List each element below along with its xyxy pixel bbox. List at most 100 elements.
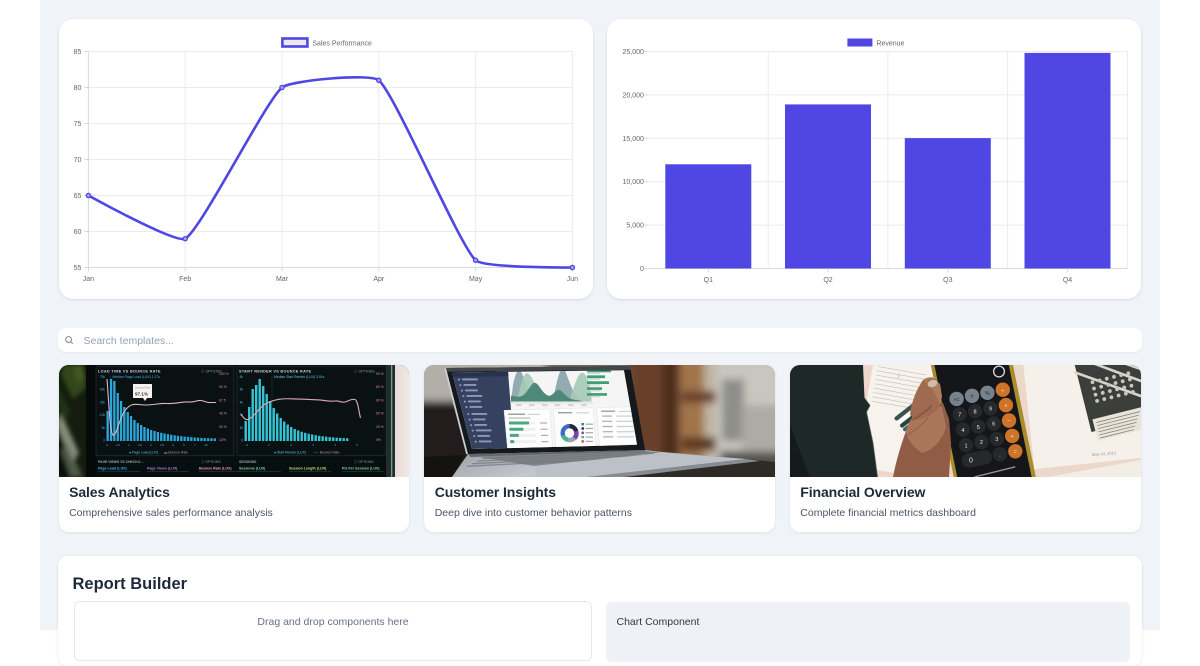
svg-text:50k: 50k <box>99 388 105 392</box>
svg-text:85: 85 <box>73 49 81 56</box>
svg-text:ⓘ OPTIONS: ⓘ OPTIONS <box>201 369 222 374</box>
svg-text:Bounce Rate (LUX): Bounce Rate (LUX) <box>199 467 232 471</box>
svg-text:100 %: 100 % <box>219 372 229 376</box>
svg-text:60 %: 60 % <box>376 399 384 403</box>
svg-text:0: 0 <box>106 443 108 447</box>
svg-text:▬ Bounce Rate: ▬ Bounce Rate <box>164 451 188 455</box>
svg-text:2k: 2k <box>239 426 243 430</box>
svg-text:Median Page Load (LUX) 1.27s: Median Page Load (LUX) 1.27s <box>112 375 160 379</box>
svg-text:Sessions (LUX): Sessions (LUX) <box>239 467 266 471</box>
svg-text:9: 9 <box>989 407 992 413</box>
svg-text:PAGE VIEWS VS CHECKO…: PAGE VIEWS VS CHECKO… <box>98 460 144 464</box>
svg-text:Sales Performance: Sales Performance <box>312 40 372 47</box>
svg-text:Q2: Q2 <box>823 277 832 284</box>
svg-text:P/s Per Session (LUX): P/s Per Session (LUX) <box>342 467 380 471</box>
svg-text:0: 0 <box>640 266 644 273</box>
svg-text:SESSIONS: SESSIONS <box>239 460 257 464</box>
svg-text:4: 4 <box>961 428 964 434</box>
svg-text:Q4: Q4 <box>1062 277 1071 284</box>
svg-text:● Start Render (LUX): ● Start Render (LUX) <box>274 451 306 455</box>
svg-text:25k: 25k <box>99 401 105 405</box>
svg-text:5,000: 5,000 <box>626 222 644 229</box>
svg-text:7: 7 <box>897 374 901 379</box>
svg-text:ⓘ OPTIONS: ⓘ OPTIONS <box>201 459 221 464</box>
svg-text:0: 0 <box>103 439 105 443</box>
svg-text:1: 1 <box>268 443 270 447</box>
svg-text:92 %: 92 % <box>219 385 227 389</box>
svg-text:2.7Mavg: 2.7Mavg <box>147 476 177 478</box>
svg-text:7: 7 <box>194 443 196 447</box>
svg-text:Feb: Feb <box>179 276 191 283</box>
svg-text:67.5: 67.5 <box>219 399 226 403</box>
svg-text:75: 75 <box>73 121 81 128</box>
svg-text:7: 7 <box>958 413 961 419</box>
svg-text:25,000: 25,000 <box>622 49 644 56</box>
svg-text:80 %: 80 % <box>376 385 384 389</box>
svg-text:Median Start Render (LUX) 3.01: Median Start Render (LUX) 3.01s <box>274 375 325 379</box>
svg-text:75k: 75k <box>99 375 105 379</box>
svg-text:START RENDER VS BOUNCE RATE: START RENDER VS BOUNCE RATE <box>239 370 311 374</box>
svg-text:÷: ÷ <box>1001 388 1004 394</box>
svg-text:5: 5 <box>977 425 980 431</box>
svg-text:3: 3 <box>172 443 174 447</box>
svg-text:×: × <box>1004 404 1007 410</box>
svg-text:80: 80 <box>73 85 81 92</box>
svg-text:97.1%: 97.1% <box>135 392 148 397</box>
svg-text:10k: 10k <box>99 413 105 417</box>
svg-text:LOAD TIME VS BOUNCE RATE: LOAD TIME VS BOUNCE RATE <box>98 370 161 374</box>
svg-text:2: 2 <box>150 443 152 447</box>
svg-text:6: 6 <box>992 422 995 428</box>
svg-text:470K: 470K <box>239 476 258 478</box>
svg-text:3: 3 <box>995 437 998 443</box>
svg-text:2: 2 <box>980 440 983 446</box>
svg-text:0: 0 <box>969 458 973 465</box>
svg-text:Jun: Jun <box>566 276 577 283</box>
svg-text:May: May <box>469 276 483 283</box>
svg-text:6k: 6k <box>239 375 243 379</box>
svg-text:Revenue: Revenue <box>876 40 904 47</box>
svg-text:43 %: 43 % <box>219 412 227 416</box>
svg-text:4: 4 <box>334 443 336 447</box>
svg-text:±: ± <box>970 394 973 400</box>
svg-text:10: 10 <box>204 443 207 447</box>
svg-text:%: % <box>985 391 990 397</box>
svg-text:55: 55 <box>73 265 81 272</box>
svg-text:1: 1 <box>128 443 130 447</box>
svg-text:Bounce Rate: Bounce Rate <box>135 386 151 390</box>
svg-text:May 04, 2013: May 04, 2013 <box>1092 451 1117 458</box>
svg-text:0.7s: 0.7s <box>98 476 113 478</box>
svg-text:0%: 0% <box>376 438 381 442</box>
svg-text:5k: 5k <box>239 388 243 392</box>
svg-text:20,000: 20,000 <box>622 92 644 99</box>
svg-text:90 %: 90 % <box>376 372 384 376</box>
svg-text:4k: 4k <box>239 401 243 405</box>
svg-text:12%: 12% <box>219 438 226 442</box>
svg-text:65: 65 <box>73 193 81 200</box>
svg-text:Jan: Jan <box>82 276 93 283</box>
svg-text:Apr: Apr <box>373 276 385 283</box>
svg-text:8: 8 <box>973 410 976 416</box>
svg-text:=: = <box>1013 450 1016 456</box>
svg-text:5k: 5k <box>101 426 105 430</box>
svg-text:9avg: 9avg <box>342 476 360 478</box>
svg-text:2.5: 2.5 <box>160 443 164 447</box>
svg-text:15,000: 15,000 <box>622 135 644 142</box>
svg-text:ⓘ OPTIONS: ⓘ OPTIONS <box>354 369 375 374</box>
svg-text:70: 70 <box>73 157 81 164</box>
svg-text:10,000: 10,000 <box>622 179 644 186</box>
svg-text:Mar: Mar <box>276 276 289 283</box>
svg-text:+: + <box>1010 434 1013 440</box>
svg-text:−: − <box>1007 419 1010 425</box>
svg-text:0: 0 <box>241 439 243 443</box>
svg-text:5: 5 <box>356 443 358 447</box>
svg-text:50 %: 50 % <box>376 412 384 416</box>
svg-text:Session Length (LUX): Session Length (LUX) <box>289 467 327 471</box>
svg-text:1: 1 <box>964 444 967 450</box>
svg-text:60: 60 <box>73 229 81 236</box>
svg-text:30 %: 30 % <box>219 425 227 429</box>
svg-text:1.5: 1.5 <box>138 443 142 447</box>
svg-text:Page Load (LUX): Page Load (LUX) <box>98 467 128 471</box>
svg-text:4:39avg: 4:39avg <box>289 476 317 478</box>
svg-text:5: 5 <box>183 443 185 447</box>
svg-text:● Page Load (LUX): ● Page Load (LUX) <box>129 451 158 455</box>
